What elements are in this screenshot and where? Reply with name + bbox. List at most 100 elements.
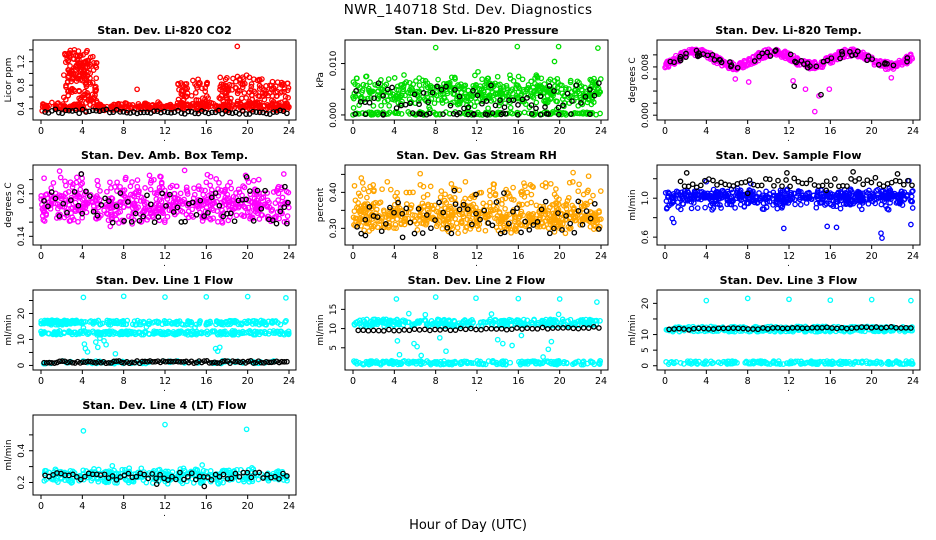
x-tick-label: 4 xyxy=(79,251,85,262)
x-tick-label: 12 xyxy=(159,376,171,387)
y-tick-label: 0.4 xyxy=(17,101,27,116)
series-raw xyxy=(350,43,604,118)
panel-title: Stan. Dev. Line 2 Flow xyxy=(408,274,546,287)
y-tick-label: 0.8 xyxy=(17,78,27,93)
y-tick-label: 0.6 xyxy=(641,230,651,245)
y-tick-label: 0.4 xyxy=(17,443,27,458)
y-tick-label: 1.2 xyxy=(17,54,27,68)
x-tick-label: 12 xyxy=(783,251,795,262)
x-tick-label: 0 xyxy=(350,251,356,262)
x-tick-label: 12 xyxy=(471,376,483,387)
y-axis-title: ml/min xyxy=(316,314,326,345)
panel-xlab: . xyxy=(787,134,790,144)
panel-stan-dev-line-3-flow: Stan. Dev. Line 3 Flow 0 4 8 12 16 20 24. 0 5 10 20… xyxy=(628,274,921,394)
panel-xlab: . xyxy=(163,134,166,144)
x-tick-label: 24 xyxy=(907,376,919,387)
x-tick-label: 16 xyxy=(512,126,524,137)
panel-title: Stan. Dev. Sample Flow xyxy=(715,149,861,162)
x-tick-label: 12 xyxy=(471,251,483,262)
y-tick-label: 10 xyxy=(329,323,339,335)
x-tick-label: 8 xyxy=(121,376,127,387)
x-tick-label: 20 xyxy=(242,126,254,137)
x-tick-label: 16 xyxy=(824,126,836,137)
x-tick-label: 24 xyxy=(283,376,295,387)
panel-title: Stan. Dev. Li-820 Temp. xyxy=(715,24,861,37)
panel-xlab: . xyxy=(163,259,166,269)
y-axis-title: ml/min xyxy=(628,314,638,345)
x-tick-label: 8 xyxy=(121,251,127,262)
series-mean xyxy=(41,171,291,227)
panel-stan-dev-gas-stream-rh: Stan. Dev. Gas Stream RH 0 4 8 12 16 20 24. 0.30… xyxy=(316,149,609,269)
x-tick-label: 0 xyxy=(38,251,44,262)
x-tick-label: 20 xyxy=(554,126,566,137)
panel-xlab: . xyxy=(475,384,478,394)
series-raw xyxy=(351,294,604,368)
panel-stan-dev-li-820-temp: Stan. Dev. Li-820 Temp. 0 4 8 12 16 20 24. 0.000… xyxy=(628,24,921,144)
y-tick-label: 0 xyxy=(17,362,27,368)
y-tick-label: 0.000 xyxy=(329,102,339,128)
y-axis-title: ml/min xyxy=(4,314,14,345)
series-raw xyxy=(38,167,292,230)
panel-title: Stan. Dev. Amb. Box Temp. xyxy=(81,149,248,162)
y-tick-label: 0.20 xyxy=(17,184,27,204)
panel-title: Stan. Dev. Line 4 (LT) Flow xyxy=(82,399,246,412)
x-tick-label: 16 xyxy=(200,126,212,137)
x-tick-label: 8 xyxy=(745,376,751,387)
chart-grid: Stan. Dev. Li-820 CO2 0 4 8 12 16 20 24. 0.4 0.8 1… xyxy=(0,20,936,520)
x-tick-label: 0 xyxy=(662,376,668,387)
x-tick-label: 4 xyxy=(703,376,709,387)
panel-xlab: . xyxy=(163,509,166,519)
y-tick-label: 0.000 xyxy=(641,102,651,128)
panel-title: Stan. Dev. Gas Stream RH xyxy=(396,149,557,162)
x-tick-label: 20 xyxy=(242,501,254,512)
series-mean xyxy=(42,469,290,490)
main-title: NWR_140718 Std. Dev. Diagnostics xyxy=(343,2,593,18)
series-mean xyxy=(41,358,290,367)
x-tick-label: 24 xyxy=(907,126,919,137)
x-tick-label: 24 xyxy=(595,251,607,262)
y-axis-title: degrees C xyxy=(628,57,638,102)
y-axis-title: degrees C xyxy=(4,182,14,227)
y-tick-label: 1.0 xyxy=(641,191,651,206)
y-tick-label: 0.14 xyxy=(17,226,27,246)
x-tick-label: 12 xyxy=(159,501,171,512)
x-tick-label: 8 xyxy=(433,126,439,137)
panel-stan-dev-line-4-lt-flow: Stan. Dev. Line 4 (LT) Flow 0 4 8 12 16 20 24. 0… xyxy=(4,399,297,519)
panel-title: Stan. Dev. Li-820 Pressure xyxy=(394,24,558,37)
x-tick-label: 8 xyxy=(121,501,127,512)
x-tick-label: 16 xyxy=(200,251,212,262)
panel-stan-dev-li-820-pressure: Stan. Dev. Li-820 Pressure 0 4 8 12 16 20 24. 0.… xyxy=(316,24,609,144)
x-tick-label: 0 xyxy=(38,126,44,137)
series-mean xyxy=(666,324,914,333)
panel-stan-dev-amb-box-temp: Stan. Dev. Amb. Box Temp. 0 4 8 12 16 20 24. 0.1… xyxy=(4,149,297,269)
series-raw xyxy=(38,293,292,367)
x-tick-label: 20 xyxy=(242,251,254,262)
x-tick-label: 12 xyxy=(783,376,795,387)
x-tick-label: 20 xyxy=(866,376,878,387)
x-tick-label: 0 xyxy=(662,126,668,137)
x-tick-label: 4 xyxy=(391,251,397,262)
x-tick-label: 24 xyxy=(283,126,295,137)
panel-stan-dev-li-820-co2: Stan. Dev. Li-820 CO2 0 4 8 12 16 20 24. 0.4 0.8 1… xyxy=(4,24,297,144)
y-tick-label: 0.008 xyxy=(641,54,651,80)
y-axis-title: ml/min xyxy=(628,189,638,220)
x-tick-label: 20 xyxy=(554,251,566,262)
x-tick-label: 20 xyxy=(866,126,878,137)
x-tick-label: 8 xyxy=(433,376,439,387)
panel-xlab: . xyxy=(475,134,478,144)
series-mean xyxy=(667,47,911,98)
x-tick-label: 0 xyxy=(38,501,44,512)
x-tick-label: 16 xyxy=(824,251,836,262)
y-tick-label: 15 xyxy=(329,304,339,315)
series-mean xyxy=(42,106,290,117)
series-mean xyxy=(355,323,602,334)
x-tick-label: 24 xyxy=(595,126,607,137)
x-tick-label: 4 xyxy=(391,376,397,387)
x-tick-label: 12 xyxy=(159,251,171,262)
panel-xlab: . xyxy=(163,384,166,394)
x-tick-label: 16 xyxy=(512,251,524,262)
y-tick-label: 0.2 xyxy=(17,475,27,489)
x-tick-label: 0 xyxy=(350,376,356,387)
